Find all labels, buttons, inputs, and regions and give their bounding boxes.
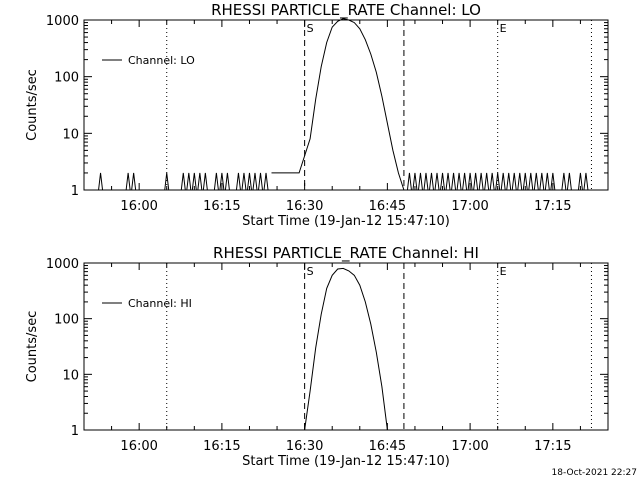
noise-spike (98, 172, 104, 191)
noise-spike (495, 172, 501, 191)
x-tick-label: 16:30 (286, 199, 323, 214)
x-axis-label: Start Time (19-Jan-12 15:47:10) (242, 214, 450, 229)
time-marker-label: E (500, 22, 507, 35)
noise-spike (186, 172, 192, 191)
noise-spike (445, 172, 451, 191)
noise-spike (246, 172, 252, 191)
noise-spike (522, 172, 528, 191)
noise-spike (517, 172, 523, 191)
chart-title: RHESSI PARTICLE_RATE Channel: LO (211, 1, 481, 20)
y-axis-label: Counts/sec (25, 311, 40, 383)
series-line (271, 18, 405, 191)
noise-spike (473, 172, 479, 191)
noise-spike (478, 172, 484, 191)
noise-spike (423, 172, 429, 191)
noise-spike (566, 172, 572, 191)
noise-spike (434, 172, 440, 191)
y-tick-label: 1 (71, 184, 79, 199)
x-tick-label: 16:15 (203, 199, 240, 214)
noise-spike (428, 172, 434, 191)
time-marker-label: S (307, 265, 314, 278)
noise-spike (528, 172, 534, 191)
noise-spike (202, 172, 208, 191)
noise-spike (533, 172, 539, 191)
noise-spike (252, 172, 258, 191)
noise-spike (577, 172, 583, 191)
y-tick-label: 1 (71, 424, 79, 439)
noise-spike (456, 172, 462, 191)
noise-spike (164, 172, 170, 191)
y-tick-label: 10 (62, 127, 79, 142)
x-tick-label: 17:00 (451, 199, 488, 214)
noise-spike (263, 172, 269, 191)
y-axis-label: Counts/sec (25, 69, 40, 141)
noise-spike (500, 172, 506, 191)
y-tick-label: 100 (54, 313, 79, 328)
noise-spike (550, 172, 556, 191)
noise-spike (241, 172, 247, 191)
noise-spike (506, 172, 512, 191)
noise-spike (412, 172, 418, 191)
noise-spike (484, 172, 490, 191)
noise-spike (451, 172, 457, 191)
x-tick-label: 16:30 (286, 439, 323, 454)
noise-spike (467, 172, 473, 191)
noise-spike (197, 172, 203, 191)
time-marker-label: E (500, 265, 507, 278)
noise-spike (258, 172, 264, 191)
series-line (304, 267, 388, 431)
y-tick-label: 10 (62, 368, 79, 383)
time-marker-label: S (307, 22, 314, 35)
noise-spike (583, 172, 589, 191)
legend-entry: Channel: HI (128, 297, 192, 310)
noise-spike (544, 172, 550, 191)
x-tick-label: 16:00 (120, 199, 157, 214)
x-tick-label: 16:45 (369, 199, 406, 214)
x-tick-label: 16:00 (120, 439, 157, 454)
noise-spike (406, 172, 412, 191)
y-tick-label: 1000 (46, 14, 79, 29)
noise-spike (219, 172, 225, 191)
x-axis-label: Start Time (19-Jan-12 15:47:10) (242, 454, 450, 469)
x-tick-label: 17:15 (534, 199, 571, 214)
noise-spike (125, 172, 131, 191)
y-tick-label: 1000 (46, 257, 79, 272)
noise-spike (561, 172, 567, 191)
noise-spike (539, 172, 545, 191)
noise-spike (417, 172, 423, 191)
noise-spike (191, 172, 197, 191)
noise-spike (131, 172, 137, 191)
plot-timestamp: 18-Oct-2021 22:27 (552, 468, 637, 478)
chart-title: RHESSI PARTICLE_RATE Channel: HI (213, 244, 479, 263)
noise-spike (180, 172, 186, 191)
plot-frame-1 (83, 262, 609, 431)
plot-frame-0 (83, 19, 609, 191)
noise-spike (462, 172, 468, 191)
noise-spike (511, 172, 517, 191)
noise-spike (235, 172, 241, 191)
x-tick-label: 17:00 (451, 439, 488, 454)
x-tick-label: 17:15 (534, 439, 571, 454)
noise-spike (489, 172, 495, 191)
y-tick-label: 100 (54, 71, 79, 86)
x-tick-label: 16:15 (203, 439, 240, 454)
noise-spike (224, 172, 230, 191)
legend-entry: Channel: LO (128, 54, 195, 67)
noise-spike (213, 172, 219, 191)
noise-spike (440, 172, 446, 191)
x-tick-label: 16:45 (369, 439, 406, 454)
